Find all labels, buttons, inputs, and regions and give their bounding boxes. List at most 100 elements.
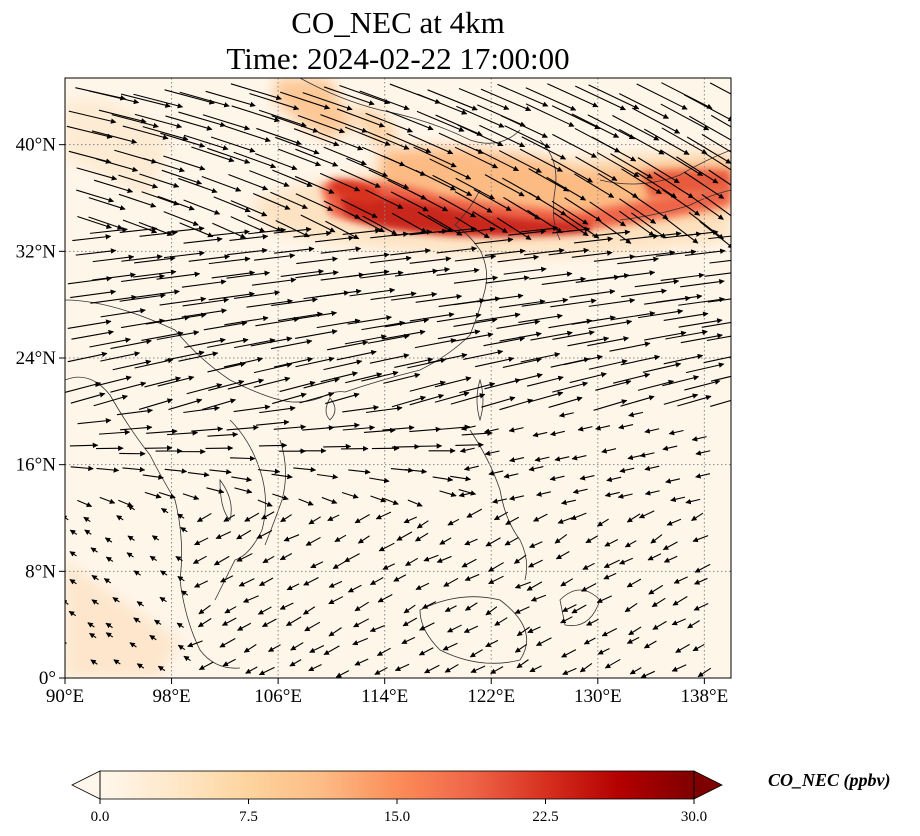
wind-arrow bbox=[298, 498, 314, 506]
wind-arrow bbox=[464, 538, 478, 546]
wind-arrow bbox=[253, 362, 293, 374]
wind-arrow bbox=[279, 602, 294, 610]
wind-arrow bbox=[88, 197, 126, 211]
wind-arrow bbox=[258, 666, 275, 676]
wind-arrow bbox=[439, 537, 452, 545]
wind-arrow bbox=[547, 83, 599, 108]
wind-arrow bbox=[624, 602, 638, 613]
wind-arrow bbox=[386, 132, 432, 154]
wind-arrow bbox=[660, 149, 704, 177]
wind-arrow bbox=[401, 636, 416, 645]
wind-arrow bbox=[243, 643, 257, 653]
wind-arrow bbox=[100, 308, 146, 318]
wind-arrow bbox=[416, 520, 429, 529]
wind-arrow bbox=[233, 151, 277, 169]
wind-arrow bbox=[704, 272, 731, 277]
wind-arrow bbox=[579, 475, 595, 481]
wind-arrow bbox=[292, 310, 338, 321]
wind-arrow bbox=[554, 456, 570, 462]
wind-arrow bbox=[156, 330, 200, 341]
wind-arrow bbox=[207, 361, 246, 373]
wind-arrow bbox=[408, 133, 454, 155]
wind-arrow bbox=[414, 338, 457, 349]
wind-arrow bbox=[652, 620, 667, 630]
wind-arrow bbox=[432, 476, 454, 483]
wind-arrow bbox=[670, 496, 686, 503]
wind-arrow bbox=[219, 638, 236, 648]
wind-arrow bbox=[493, 511, 509, 521]
wind-arrow bbox=[207, 431, 239, 438]
wind-arrow bbox=[514, 581, 531, 589]
wind-arrow bbox=[198, 604, 211, 615]
wind-arrow bbox=[177, 513, 185, 519]
wind-arrow bbox=[415, 293, 463, 303]
wind-arrow bbox=[534, 456, 550, 462]
wind-arrow bbox=[567, 336, 610, 347]
wind-arrow bbox=[234, 290, 281, 299]
wind-arrow bbox=[254, 153, 298, 171]
wind-arrow bbox=[390, 291, 438, 301]
wind-arrow bbox=[178, 351, 219, 362]
wind-arrow bbox=[212, 222, 247, 239]
wind-arrow bbox=[528, 271, 573, 280]
wind-arrow bbox=[158, 491, 176, 499]
wind-arrow bbox=[666, 518, 682, 526]
colorbar-tick-label: 0.0 bbox=[91, 809, 110, 825]
wind-arrow bbox=[660, 272, 705, 281]
wind-arrow bbox=[250, 336, 293, 347]
wind-arrow bbox=[229, 234, 269, 241]
wind-arrow bbox=[184, 337, 226, 348]
wind-arrow bbox=[120, 273, 165, 283]
wind-arrow bbox=[278, 148, 322, 167]
wind-arrow bbox=[591, 136, 637, 162]
wind-arrow bbox=[416, 110, 465, 132]
wind-arrow bbox=[703, 356, 731, 364]
wind-arrow bbox=[638, 308, 684, 319]
wind-arrow bbox=[302, 92, 353, 111]
wind-arrow bbox=[409, 228, 448, 236]
wind-arrow bbox=[294, 175, 335, 194]
wind-arrow bbox=[571, 250, 613, 258]
wind-arrow bbox=[561, 649, 577, 658]
wind-arrow bbox=[708, 235, 731, 240]
wind-arrow bbox=[66, 125, 113, 139]
wind-arrow bbox=[293, 466, 317, 473]
wind-arrow bbox=[417, 93, 468, 115]
wind-arrow bbox=[701, 133, 731, 153]
latitude-axis: 0° 8°N 16°N 24°N 32°N 40°N bbox=[16, 135, 65, 689]
wind-arrow bbox=[208, 379, 245, 391]
wind-arrow bbox=[613, 372, 651, 384]
wind-arrow bbox=[363, 427, 396, 434]
wind-arrow bbox=[483, 336, 526, 347]
wind-arrow bbox=[186, 383, 223, 395]
wind-arrow bbox=[644, 428, 660, 434]
wind-arrow bbox=[325, 392, 360, 405]
wind-arrow bbox=[183, 134, 229, 151]
wind-arrow bbox=[224, 125, 271, 143]
wind-arrow bbox=[259, 405, 296, 414]
wind-arrow bbox=[533, 513, 548, 522]
wind-arrow bbox=[662, 375, 700, 387]
wind-arrow bbox=[555, 551, 570, 560]
wind-arrow bbox=[352, 637, 369, 646]
wind-arrow bbox=[68, 110, 117, 124]
wind-arrow bbox=[359, 90, 410, 111]
wind-arrow bbox=[279, 552, 293, 561]
colorbar-tick-label: 30.0 bbox=[681, 809, 707, 825]
wind-arrow bbox=[157, 375, 195, 387]
wind-arrow bbox=[484, 450, 500, 456]
wind-arrow bbox=[273, 424, 307, 430]
wind-arrow bbox=[285, 616, 302, 627]
wind-arrow bbox=[177, 644, 186, 651]
wind-arrow bbox=[463, 625, 479, 633]
wind-arrow bbox=[497, 83, 549, 107]
wind-arrow bbox=[357, 535, 370, 544]
wind-arrow bbox=[451, 332, 494, 343]
wind-arrow bbox=[587, 114, 635, 140]
wind-arrow bbox=[409, 380, 446, 392]
wind-arrow bbox=[548, 396, 583, 408]
wind-arrow bbox=[529, 665, 542, 673]
wind-arrow bbox=[393, 574, 407, 582]
lon-tick-label: 114°E bbox=[361, 686, 408, 707]
wind-arrow bbox=[293, 128, 340, 147]
